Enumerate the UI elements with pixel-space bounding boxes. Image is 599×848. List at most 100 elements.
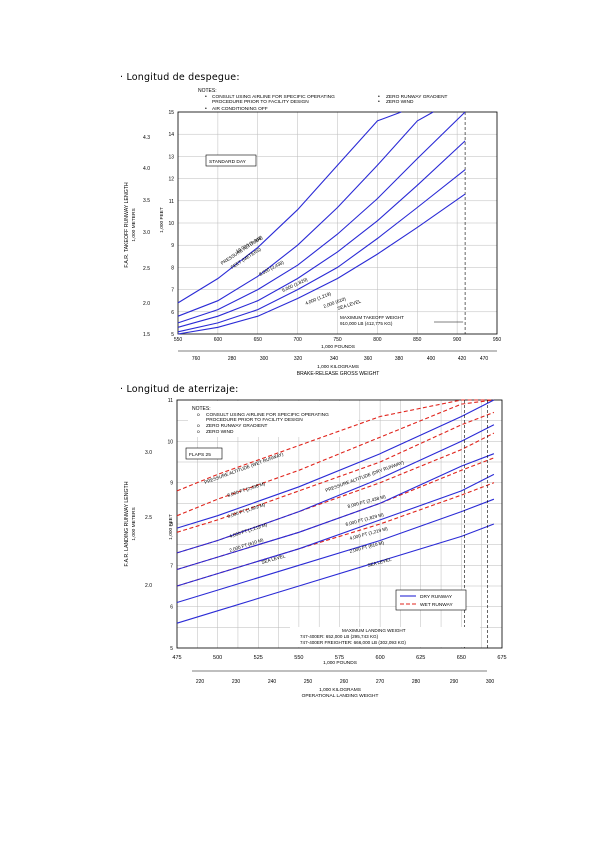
wet-series-line xyxy=(176,432,495,554)
note-3: ZERO RUNWAY GRADIENT xyxy=(206,423,268,429)
note-bullet: o xyxy=(197,430,200,435)
y-tick-label: 11 xyxy=(168,398,173,404)
series-label: 8,000 (2,438) xyxy=(258,259,285,276)
series-line xyxy=(177,193,466,335)
x2-tick-label: 470 xyxy=(480,356,489,362)
y2-tick-label: 2.0 xyxy=(143,301,150,307)
y-tick-label: 10 xyxy=(168,221,174,227)
legend-wet-label: WET RUNWAY xyxy=(420,602,453,608)
x2-tick-label: 280 xyxy=(228,356,237,362)
x-tick-label: 600 xyxy=(214,337,223,343)
note-4: ZERO RUNWAY GRADIENT xyxy=(386,94,448,100)
y-axis-sublabel: 1,000 METERS xyxy=(131,507,137,540)
y-axis-sublabel: 1,000 METERS xyxy=(131,208,137,241)
x-tick-label: 600 xyxy=(376,655,385,661)
x2-tick-label: 760 xyxy=(192,356,201,362)
max-weight-line1: 747-400ER: 652,000 LB (295,743 KG) xyxy=(300,634,379,639)
x-tick-label: 850 xyxy=(413,337,422,343)
y-tick-label: 12 xyxy=(168,177,174,183)
note-2: PROCEDURE PRIOR TO FACILITY DESIGN xyxy=(206,417,303,423)
x-tick-label: 500 xyxy=(213,655,222,661)
note-bullet: o xyxy=(197,413,200,418)
dry-series-line xyxy=(176,399,495,529)
x-tick-label: 750 xyxy=(333,337,342,343)
x2-tick-label: 360 xyxy=(364,356,373,362)
y-axis-right-label: 1,000 FEET xyxy=(168,514,174,540)
series-line xyxy=(177,140,466,328)
x-tick-label: 675 xyxy=(497,655,506,661)
y-tick-label: 9 xyxy=(171,243,174,249)
y-tick-label: 9 xyxy=(170,481,173,487)
y-tick-label: 8 xyxy=(171,265,174,271)
y-tick-label: 15 xyxy=(168,110,174,116)
x2-tick-label: 240 xyxy=(268,679,277,685)
dry-series-line xyxy=(176,453,495,571)
y-tick-label: 6 xyxy=(171,310,174,316)
x2-tick-label: 300 xyxy=(260,356,269,362)
max-weight-bg xyxy=(290,627,480,647)
y-tick-label: 7 xyxy=(171,288,174,294)
x-tick-label: 575 xyxy=(335,655,344,661)
y2-tick-label: 3.5 xyxy=(143,198,150,204)
y-axis-label: F.A.R. LANDING RUNWAY LENGTH xyxy=(124,481,130,566)
note-1: CONSULT USING AIRLINE FOR SPECIFIC OPERA… xyxy=(212,94,335,100)
dry-series-line xyxy=(176,424,495,554)
y-tick-label: 14 xyxy=(168,132,174,138)
x2-tick-label: 250 xyxy=(304,679,313,685)
dry-series-label: 4,000 FT (1,219 M) xyxy=(349,526,389,541)
y2-tick-label: 4.0 xyxy=(143,166,150,172)
note-bullet: • xyxy=(205,106,207,112)
x-tick-label: 700 xyxy=(293,337,302,343)
dry-series-line xyxy=(176,498,495,604)
takeoff-heading: · Longitud de despegue: xyxy=(120,72,240,83)
x2-tick-label: 340 xyxy=(330,356,339,362)
x2-tick-label: 260 xyxy=(340,679,349,685)
y2-tick-label: 3.0 xyxy=(145,450,152,456)
wet-series-line xyxy=(176,411,495,533)
note-4: ZERO WIND xyxy=(206,429,234,435)
y-tick-label: 5 xyxy=(171,332,174,338)
x-tick-label: 475 xyxy=(172,655,181,661)
x-axis-label: 1,000 POUNDS xyxy=(321,344,355,350)
wet-series-label: 2,000 FT (610 M) xyxy=(229,537,265,553)
x-tick-label: 900 xyxy=(453,337,462,343)
x2-tick-label: 380 xyxy=(395,356,404,362)
y-tick-label: 13 xyxy=(168,154,174,160)
note-1: CONSULT USING AIRLINE FOR SPECIFIC OPERA… xyxy=(206,412,329,418)
x-tick-label: 525 xyxy=(254,655,263,661)
wet-series-label: 8,000 FT (2,438 M) xyxy=(227,481,266,498)
y2-tick-label: 2.0 xyxy=(145,583,152,589)
wet-series-line xyxy=(176,482,495,587)
y2-tick-label: 2.5 xyxy=(143,266,150,272)
dry-series-label: 2,000 FT (610 M) xyxy=(349,540,385,554)
dry-series-label: SEA LEVEL xyxy=(367,557,392,568)
x-tick-label: 550 xyxy=(294,655,303,661)
y-tick-label: 7 xyxy=(170,563,173,569)
note-3: AIR CONDITIONING OFF xyxy=(212,106,268,112)
x-tick-label: 550 xyxy=(174,337,183,343)
max-weight-label: MAXIMUM LANDING WEIGHT xyxy=(342,628,406,633)
x2-axis-label: 1,000 KILOGRAMS xyxy=(317,364,359,370)
note-5: ZERO WIND xyxy=(386,99,414,105)
note-bullet: • xyxy=(205,94,207,100)
x2-tick-label: 220 xyxy=(196,679,205,685)
y2-tick-label: 2.5 xyxy=(145,515,152,521)
y-axis-label: F.A.R. TAKEOFF RUNWAY LENGTH xyxy=(124,182,130,268)
standard-day-label: STANDARD DAY xyxy=(209,159,247,165)
x2-tick-label: 290 xyxy=(450,679,459,685)
y-axis-right-label: 1,000 FEET xyxy=(159,207,165,233)
standard-day-box xyxy=(205,154,257,167)
y2-tick-label: 3.0 xyxy=(143,230,150,236)
dry-series-line xyxy=(176,523,495,624)
note-2: PROCEDURE PRIOR TO FACILITY DESIGN xyxy=(212,99,309,105)
dry-series-line xyxy=(176,473,495,587)
x2-tick-label: 270 xyxy=(376,679,385,685)
x-tick-label: 800 xyxy=(373,337,382,343)
series-line xyxy=(177,111,434,317)
max-weight-value: 910,000 LB (412,775 KG) xyxy=(340,321,393,326)
x2-tick-label: 280 xyxy=(412,679,421,685)
x-axis-label: 1,000 POUNDS xyxy=(323,660,357,666)
note-bullet: • xyxy=(378,99,380,105)
x2-tick-label: 300 xyxy=(486,679,495,685)
y2-tick-label: 1.5 xyxy=(143,332,150,338)
